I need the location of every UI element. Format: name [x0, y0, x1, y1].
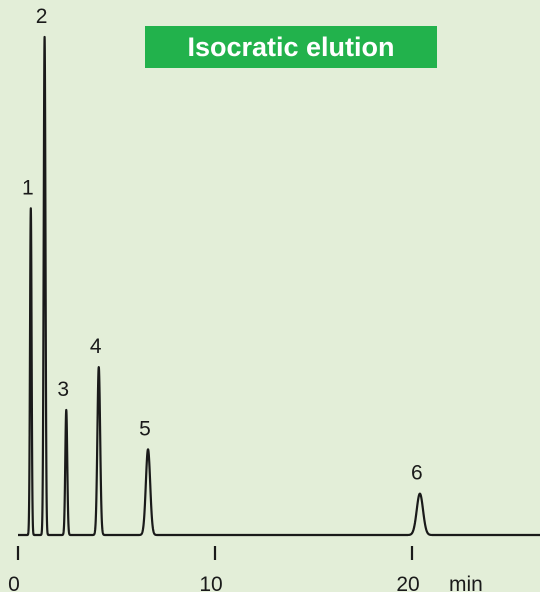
peak-label-3: 3 [57, 378, 69, 401]
peak-label-5: 5 [139, 417, 151, 440]
peak-label-4: 4 [90, 335, 102, 358]
peak-label-1: 1 [22, 176, 34, 199]
x-tick-label-0: 0 [8, 573, 20, 592]
x-tick-label-1: 10 [199, 573, 222, 592]
x-axis-unit-label: min [449, 573, 483, 592]
peak-labels: 1 2 34 5 6 [22, 5, 423, 485]
x-tick-label-2: 20 [396, 573, 419, 592]
chromatogram-trace [17, 35, 540, 537]
x-axis: 0 10 20 [8, 546, 420, 592]
chart-title: Isocratic elution [145, 26, 437, 68]
peak-label-2: 2 [36, 5, 48, 28]
peak-label-6: 6 [411, 462, 423, 485]
